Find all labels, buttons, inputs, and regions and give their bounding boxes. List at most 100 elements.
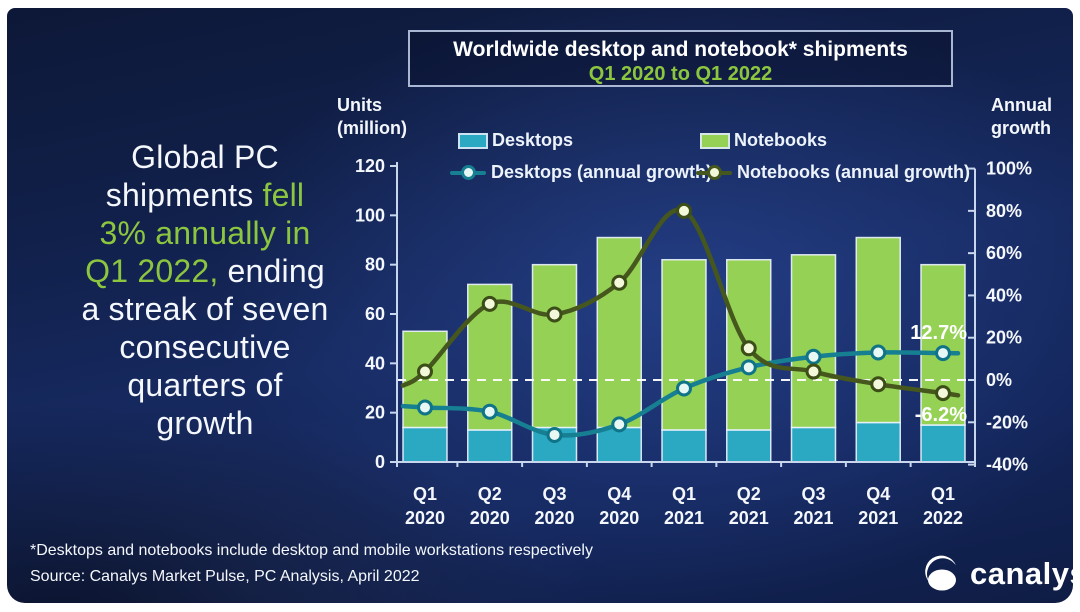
bar-notebooks-Q3-2021 — [790, 254, 837, 429]
right-axis-tick-label: -20% — [986, 412, 1028, 432]
headline-text: shipments — [105, 177, 263, 213]
x-axis-label-year: 2020 — [470, 508, 510, 528]
x-axis-label-quarter: Q4 — [866, 484, 890, 504]
desktops-growth-line-icon — [450, 164, 486, 181]
growth-marker-desktops-Q4-2021 — [870, 344, 887, 361]
headline-line: consecutive — [25, 328, 385, 366]
bar-desktops-Q1-2021 — [661, 429, 707, 463]
headline-text: ending — [218, 253, 325, 289]
headline-accent-text: Q1 2022, — [85, 253, 219, 289]
bar-notebooks-Q1-2021 — [661, 258, 707, 431]
legend-label-notebooks: Notebooks — [734, 130, 828, 150]
x-axis-label-quarter: Q2 — [737, 484, 761, 504]
headline: Global PC shipments fell 3% annually in Q1 … — [25, 138, 385, 442]
legend-item-desktops-growth: Desktops (annual growth) — [450, 162, 712, 183]
headline-line: shipments fell — [25, 176, 385, 214]
chart-title-box: Worldwide desktop and notebook* shipment… — [408, 30, 953, 87]
right-axis-title: Annual growth — [991, 94, 1052, 140]
line-marker-icon — [461, 165, 476, 180]
headline-line: 3% annually in — [25, 214, 385, 252]
legend-item-notebooks-growth: Notebooks (annual growth) — [696, 162, 970, 183]
growth-marker-notebooks-Q4-2020 — [611, 274, 628, 291]
right-axis-tick-label: 0% — [986, 370, 1012, 390]
bar-desktops-Q2-2020 — [467, 429, 513, 463]
growth-marker-desktops-Q4-2020 — [611, 416, 628, 433]
x-axis-label-quarter: Q3 — [542, 484, 566, 504]
growth-marker-notebooks-Q1-2022 — [935, 385, 951, 402]
chart-title: Worldwide desktop and notebook* shipment… — [453, 38, 908, 61]
bar-notebooks-Q4-2020 — [596, 236, 642, 429]
right-axis-tick-label: 20% — [986, 328, 1022, 348]
line-marker-icon — [707, 165, 722, 180]
growth-marker-desktops-Q3-2020 — [546, 426, 563, 443]
canalys-logo: canalys — [922, 553, 1080, 595]
right-axis-title-line2: growth — [991, 118, 1051, 138]
headline-line: growth — [25, 404, 385, 442]
right-axis-tick-label: 60% — [986, 243, 1022, 263]
left-axis-tick-label: 120 — [355, 156, 385, 176]
left-axis-tick-label: 0 — [375, 452, 385, 472]
headline-line: quarters of — [25, 366, 385, 404]
headline-accent-text: 3% annually in — [99, 215, 311, 251]
bar-notebooks-Q4-2021 — [855, 236, 901, 424]
bar-desktops-Q1-2020 — [402, 426, 448, 463]
growth-marker-desktops-Q1-2020 — [417, 399, 433, 416]
bar-desktops-Q3-2021 — [790, 426, 837, 463]
left-axis-tick-label: 100 — [355, 205, 385, 225]
growth-marker-notebooks-Q1-2020 — [417, 363, 433, 380]
left-axis-title-line2: (million) — [337, 118, 407, 138]
headline-line: Q1 2022, ending — [25, 252, 385, 290]
growth-marker-notebooks-Q2-2020 — [481, 295, 498, 312]
canalys-logo-text: canalys — [970, 556, 1080, 591]
growth-marker-notebooks-Q2-2021 — [740, 340, 757, 357]
left-axis-tick-label: 80 — [365, 255, 385, 275]
growth-marker-notebooks-Q1-2021 — [676, 202, 692, 219]
bar-notebooks-Q2-2021 — [726, 258, 772, 431]
legend-label-notebooks-growth: Notebooks (annual growth) — [737, 162, 970, 182]
left-axis-tick-label: 60 — [365, 304, 385, 324]
growth-marker-notebooks-Q3-2021 — [805, 363, 822, 380]
headline-line: Global PC — [25, 138, 385, 176]
right-axis-tick-label: 80% — [986, 201, 1022, 221]
growth-annotation: 12.7% — [910, 322, 967, 344]
left-axis-title-line1: Units — [337, 95, 382, 115]
growth-marker-desktops-Q3-2021 — [805, 348, 822, 365]
headline-text: Global PC — [131, 139, 279, 175]
x-axis-label-quarter: Q1 — [931, 484, 955, 504]
bar-desktops-Q4-2020 — [596, 426, 642, 463]
headline-text: consecutive — [119, 329, 291, 365]
x-axis-label-quarter: Q3 — [801, 484, 825, 504]
bar-desktops-Q2-2021 — [726, 429, 772, 463]
legend-label-desktops: Desktops — [492, 130, 574, 150]
headline-line: a streak of seven — [25, 290, 385, 328]
x-axis-label-quarter: Q1 — [413, 484, 437, 504]
growth-marker-desktops-Q2-2020 — [481, 403, 498, 420]
notebooks-growth-line-icon — [696, 164, 732, 181]
bar-desktops-Q1-2022 — [920, 424, 966, 463]
x-axis-label-quarter: Q1 — [672, 484, 696, 504]
x-axis-label-year: 2021 — [793, 508, 833, 528]
growth-marker-desktops-Q2-2021 — [740, 359, 757, 376]
notebooks-swatch-icon — [700, 132, 730, 149]
bar-notebooks-Q3-2020 — [531, 263, 578, 429]
legend-label-desktops-growth: Desktops (annual growth) — [491, 162, 713, 182]
x-axis-label-quarter: Q4 — [607, 484, 631, 504]
x-axis-label-year: 2020 — [599, 508, 639, 528]
right-axis-tick-label: 40% — [986, 285, 1022, 305]
right-axis-tick-label: -40% — [986, 455, 1028, 475]
footnote-source: Source: Canalys Market Pulse, PC Analysi… — [30, 568, 420, 585]
bar-desktops-Q4-2021 — [855, 421, 901, 463]
legend-item-desktops: Desktops — [458, 130, 573, 151]
x-axis-label-year: 2021 — [729, 508, 769, 528]
right-axis-tick-label: 100% — [986, 159, 1032, 179]
headline-text: growth — [156, 405, 254, 441]
headline-text: quarters of — [127, 367, 283, 403]
canalys-logo-icon — [925, 555, 956, 591]
headline-text: a streak of seven — [81, 291, 329, 327]
chart-subtitle: Q1 2020 to Q1 2022 — [588, 63, 773, 85]
growth-annotation: -6.2% — [915, 404, 967, 426]
x-axis-label-year: 2022 — [923, 508, 963, 528]
growth-marker-desktops-Q1-2022 — [935, 345, 951, 362]
